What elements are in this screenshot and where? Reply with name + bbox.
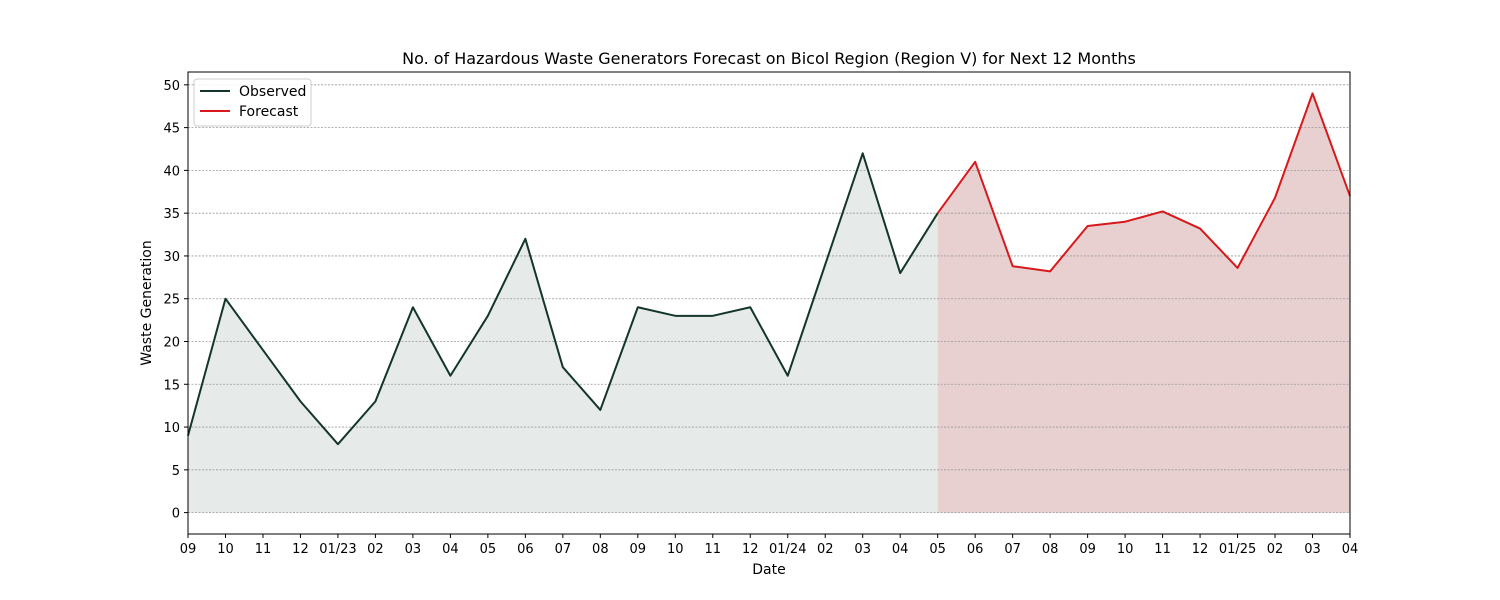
legend-label-forecast: Forecast [239,104,299,120]
x-tick-label: 10 [667,542,684,557]
x-tick-label: 09 [1079,542,1096,557]
x-tick-label: 03 [854,542,871,557]
x-tick-label: 09 [180,542,197,557]
y-tick-label: 40 [163,164,180,179]
x-axis-ticks: 09 10 11 12 01/23 02 03 04 05 06 07 08 09 10 11 12 01/24… [180,534,1359,557]
series-line-forecast [936,92,1351,273]
x-tick-label: 01/25 [1219,542,1256,557]
x-tick-label: 07 [1004,542,1021,557]
y-tick-label: 35 [163,207,180,222]
x-tick-label: 08 [1042,542,1059,557]
y-tick-label: 10 [163,421,180,436]
area-fill-observed [188,153,938,513]
x-tick-label: 11 [705,542,722,557]
x-tick-label: 10 [217,542,234,557]
y-tick-label: 25 [163,293,180,308]
x-tick-label: 12 [1192,542,1209,557]
y-tick-label: 45 [163,122,180,137]
x-tick-label: 10 [1117,542,1134,557]
x-tick-label: 08 [592,542,609,557]
x-tick-label: 04 [1342,542,1359,557]
x-tick-label: 04 [442,542,459,557]
y-axis-title: Waste Generation [139,240,155,365]
y-tick-label: 0 [172,507,180,522]
y-tick-label: 50 [163,79,180,94]
x-tick-label: 09 [630,542,647,557]
legend-label-observed: Observed [239,84,306,100]
x-axis-title: Date [752,562,785,578]
x-tick-label: 07 [555,542,572,557]
x-tick-label: 06 [517,542,534,557]
x-tick-label: 05 [929,542,946,557]
y-tick-label: 5 [172,464,180,479]
x-tick-label: 02 [817,542,834,557]
x-tick-label: 01/23 [319,542,356,557]
x-tick-label: 03 [1304,542,1321,557]
area-fills [188,93,1350,513]
legend: Observed Forecast [193,78,312,127]
x-tick-label: 01/24 [769,542,806,557]
y-axis-ticks: 0 5 10 15 20 25 30 35 40 45 50 [163,79,188,522]
area-fill-forecast [937,93,1350,513]
series-lines [187,92,1351,446]
x-tick-label: 11 [1154,542,1171,557]
x-tick-label: 02 [367,542,384,557]
x-tick-label: 06 [967,542,984,557]
x-tick-label: 05 [480,542,497,557]
x-tick-label: 02 [1267,542,1284,557]
plot-frame [187,71,1351,535]
x-tick-label: 11 [255,542,272,557]
y-tick-label: 20 [163,336,180,351]
y-tick-label: 15 [163,378,180,393]
chart-title: No. of Hazardous Waste Generators Foreca… [402,49,1136,68]
x-tick-label: 03 [405,542,422,557]
x-tick-label: 04 [892,542,909,557]
y-tick-label: 30 [163,250,180,265]
x-tick-label: 12 [292,542,309,557]
x-tick-label: 12 [742,542,759,557]
